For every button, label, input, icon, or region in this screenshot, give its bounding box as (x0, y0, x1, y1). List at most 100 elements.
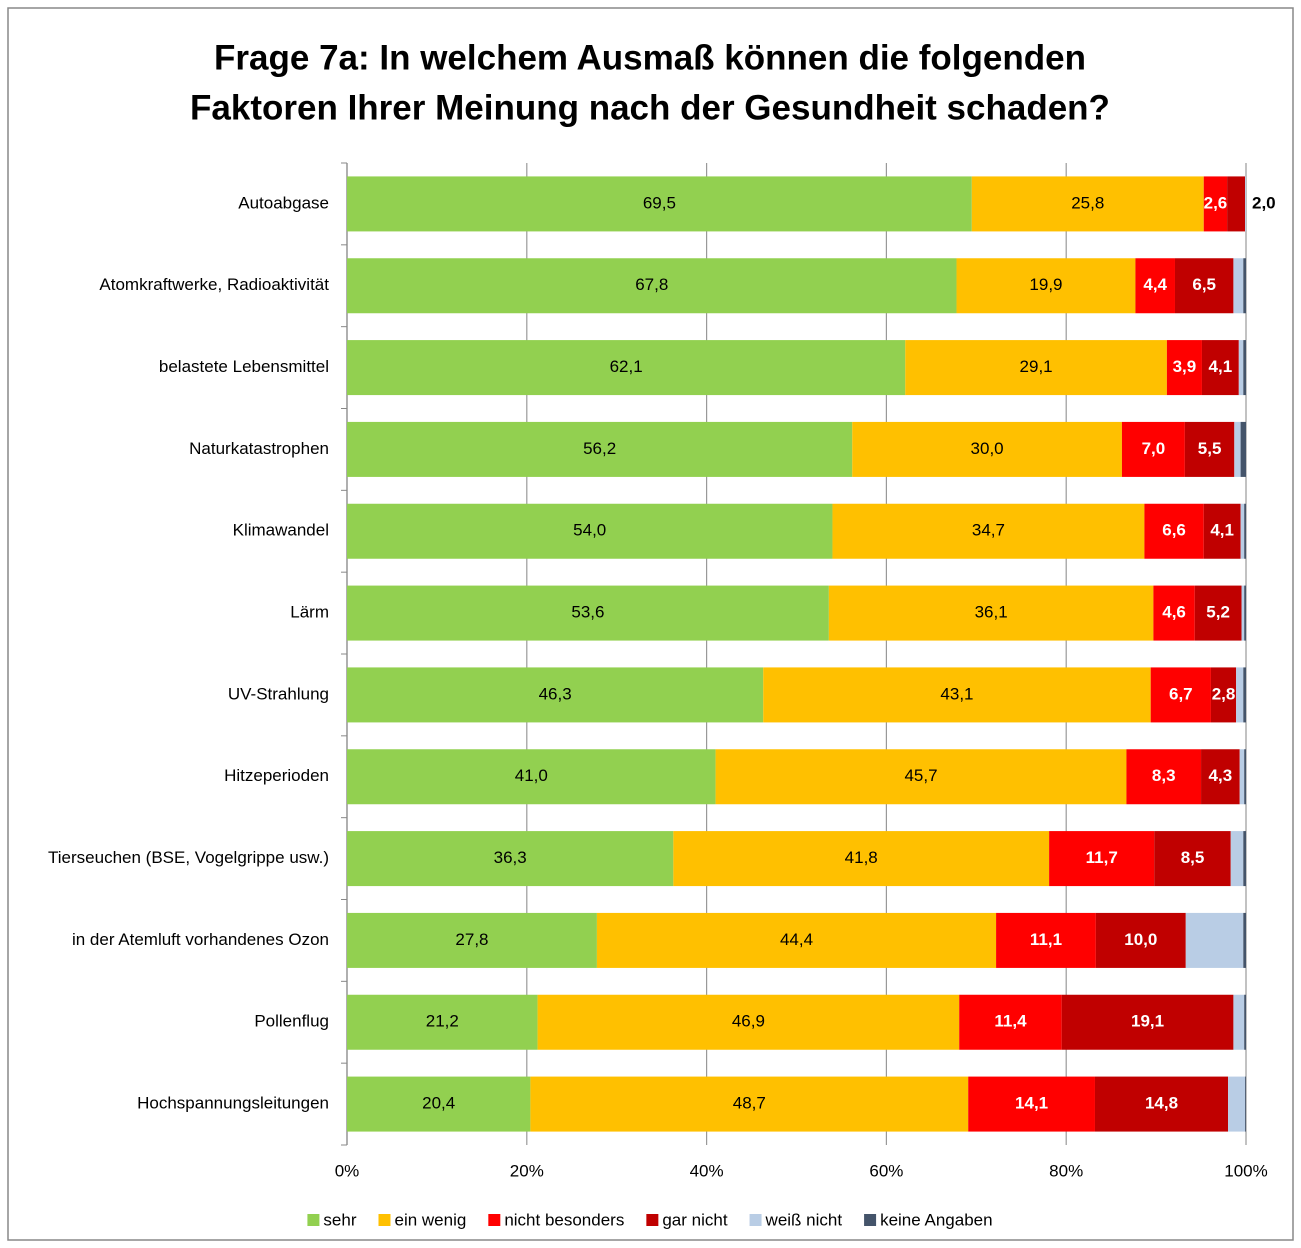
x-tick-label: 100% (1224, 1161, 1267, 1180)
bar-segment (347, 340, 906, 396)
chart-title: Frage 7a: In welchem Ausmaß können die f… (214, 38, 1086, 77)
bar-segment (1201, 749, 1240, 805)
bar-segment (1094, 1076, 1229, 1132)
bar-segment (1203, 503, 1241, 559)
bar-segment (1201, 340, 1239, 396)
data-label: 4,1 (1210, 521, 1234, 540)
data-label: 53,6 (571, 603, 604, 622)
legend-marker (864, 1214, 877, 1226)
legend-label: ein wenig (394, 1210, 466, 1229)
bar-segment (1243, 912, 1246, 968)
y-tick-label: Tierseuchen (BSE, Vogelgrippe usw.) (48, 848, 329, 867)
x-tick-label: 0% (335, 1161, 360, 1180)
legend-marker (646, 1214, 659, 1226)
bar-segment (1245, 1076, 1246, 1132)
bar-segment (1061, 994, 1234, 1050)
data-label: 2,0 (1252, 193, 1276, 212)
bar-segment (968, 1076, 1095, 1132)
data-label: 48,7 (733, 1094, 766, 1113)
data-label: 36,3 (494, 848, 527, 867)
data-label: 69,5 (643, 193, 676, 212)
bar-segment (1121, 421, 1185, 477)
data-label: 36,1 (975, 603, 1008, 622)
y-tick-label: Atomkraftwerke, Radioaktivität (99, 275, 329, 294)
data-label: 62,1 (610, 357, 643, 376)
data-label: 5,5 (1198, 439, 1222, 458)
data-label: 44,4 (780, 930, 813, 949)
bar-segment (1049, 831, 1155, 887)
bar-segment (1244, 994, 1246, 1050)
y-tick-label: Autoabgase (238, 193, 329, 212)
data-label: 6,6 (1162, 521, 1186, 540)
data-label: 46,3 (539, 684, 572, 703)
data-label: 45,7 (904, 766, 937, 785)
bar-segment (673, 831, 1050, 887)
data-label: 11,4 (994, 1012, 1027, 1031)
bar-segment (1241, 585, 1245, 641)
y-tick-label: Naturkatastrophen (189, 439, 329, 458)
data-label: 34,7 (972, 521, 1005, 540)
bar-segment (1150, 667, 1211, 723)
bar-segment (537, 994, 960, 1050)
bar-segment (347, 994, 538, 1050)
bar-segment (1240, 421, 1246, 477)
bar-segment (1210, 667, 1237, 723)
bar-segment (828, 585, 1154, 641)
bar-segment (905, 340, 1167, 396)
bar-segment (1154, 831, 1231, 887)
chart-title: Faktoren Ihrer Meinung nach der Gesundhe… (190, 88, 1110, 127)
data-label: 20,4 (422, 1094, 455, 1113)
bar-segment (1233, 994, 1245, 1050)
bar-segment (1228, 1076, 1246, 1132)
legend-marker (307, 1214, 320, 1226)
bar-segment (1153, 585, 1195, 641)
data-label: 8,3 (1152, 766, 1176, 785)
bar-segment (1227, 176, 1246, 232)
bar-segment (1135, 258, 1175, 314)
bar-segment (347, 421, 853, 477)
bar-segment (347, 831, 674, 887)
x-tick-label: 60% (869, 1161, 903, 1180)
data-label: 46,9 (732, 1012, 765, 1031)
bar-segment (959, 994, 1062, 1050)
bar-segment (1184, 421, 1235, 477)
legend-label: weiß nicht (765, 1210, 843, 1229)
bar-segment (1240, 503, 1245, 559)
data-label: 67,8 (635, 275, 668, 294)
bar-segment (1234, 421, 1241, 477)
bar-segment (347, 749, 716, 805)
data-label: 11,7 (1086, 848, 1118, 867)
legend-label: nicht besonders (504, 1210, 624, 1229)
data-label: 4,1 (1209, 357, 1233, 376)
y-tick-label: in der Atemluft vorhandenes Ozon (72, 930, 329, 949)
data-label: 11,1 (1030, 930, 1062, 949)
legend-label: keine Angaben (880, 1210, 993, 1229)
data-label: 3,9 (1173, 357, 1197, 376)
bar-segment (852, 421, 1122, 477)
bar-segment (1233, 258, 1244, 314)
bar-segment (1230, 831, 1244, 887)
y-tick-label: UV-Strahlung (228, 684, 329, 703)
bar-segment (347, 585, 829, 641)
x-tick-label: 80% (1049, 1161, 1083, 1180)
bar-segment (347, 912, 597, 968)
bar-segment (1236, 667, 1244, 723)
data-label: 2,8 (1212, 684, 1236, 703)
data-label: 14,1 (1015, 1094, 1048, 1113)
data-label: 6,5 (1192, 275, 1216, 294)
data-label: 8,5 (1181, 848, 1205, 867)
legend-marker (488, 1214, 501, 1226)
bar-segment (1095, 912, 1186, 968)
data-label: 21,2 (426, 1012, 459, 1031)
y-tick-label: Lärm (290, 603, 329, 622)
bar-segment (1174, 258, 1234, 314)
bar-segment (347, 503, 833, 559)
bar-segment (1243, 831, 1246, 887)
y-tick-label: Klimawandel (233, 521, 329, 540)
x-tick-label: 40% (690, 1161, 724, 1180)
bar-segment (347, 176, 972, 232)
data-label: 56,2 (583, 439, 616, 458)
bar-segment (1243, 258, 1246, 314)
bar-segment (1244, 749, 1246, 805)
